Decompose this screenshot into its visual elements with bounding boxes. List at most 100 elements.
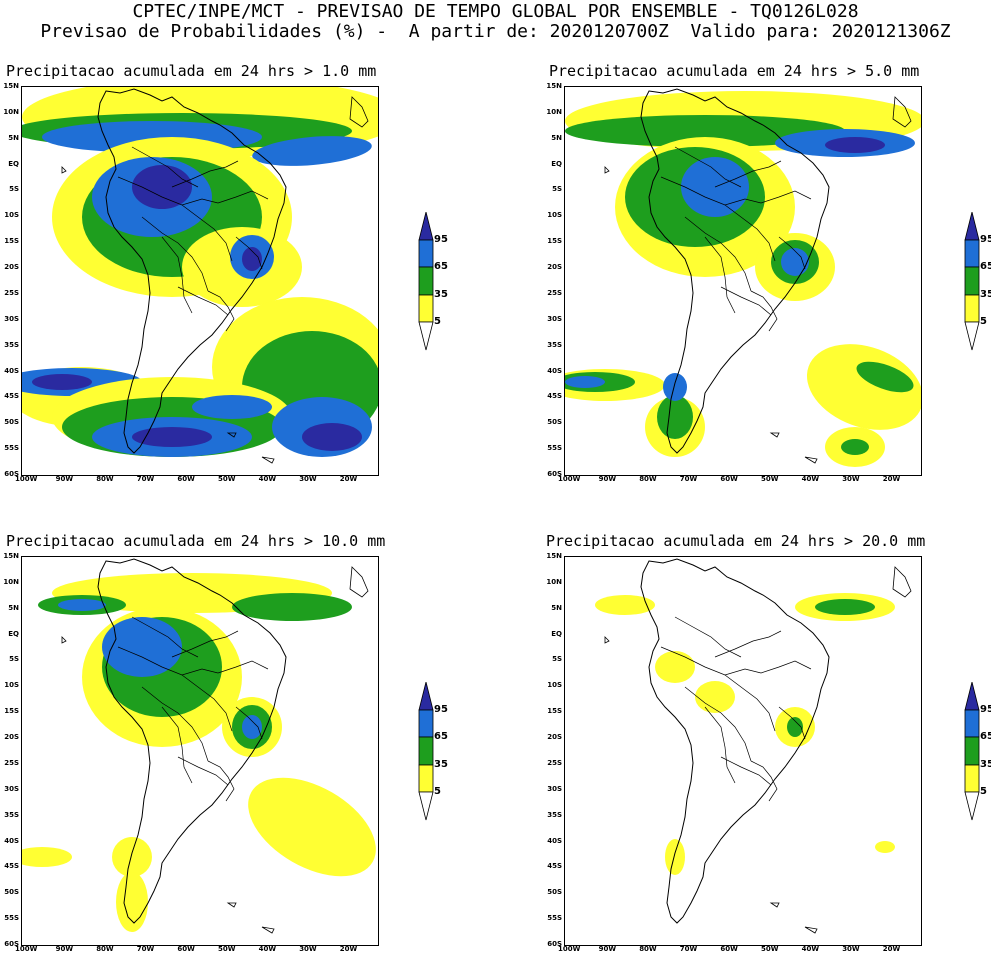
probability-contour [58,599,106,611]
lon-label: 100W [558,945,581,953]
lat-label: 50S [547,888,562,897]
country-border [674,146,742,188]
colorbar-label: 95 [980,234,991,245]
colorbar [964,212,980,351]
colorbar-label: 95 [434,234,448,245]
country-border [684,216,752,292]
lat-label: 55S [4,914,19,923]
lon-label: 30W [299,945,317,953]
country-border [141,216,209,292]
probability-contour [248,777,376,877]
lon-label: 30W [299,475,317,483]
country-border [714,630,782,658]
colorbar-label: 5 [434,786,441,797]
colorbar-label: 65 [434,261,448,272]
country-border [117,646,219,676]
lat-label: 25S [547,758,562,767]
probability-contour [841,439,869,455]
lon-label: 40W [801,475,820,483]
island-outline [892,96,912,128]
probability-contour [695,681,735,713]
lat-label: 5N [8,603,19,612]
colorbar-label: 5 [980,316,987,327]
country-border [720,756,772,786]
coastline [640,558,830,924]
colorbar-label: 35 [980,289,991,300]
country-border [720,286,772,316]
country-border [235,236,263,270]
probability-contour [302,423,362,451]
lat-label: 10N [546,107,562,116]
country-border [131,616,199,658]
lat-label: 15S [547,237,562,246]
lat-label: 5N [551,603,562,612]
probability-contour [32,374,92,390]
lat-label: 45S [547,862,562,871]
lon-label: 90W [598,475,617,483]
lat-label: 5S [9,655,19,664]
lon-label: 20W [339,475,358,483]
country-border [660,176,762,206]
lat-label: 55S [547,444,562,453]
lat-label: 15S [547,707,562,716]
panel-4-title: Precipitacao acumulada em 24 hrs > 20.0 … [546,532,926,550]
country-border [117,176,219,206]
lon-label: 30W [842,945,860,953]
lat-label: 15N [546,552,562,560]
lat-label: 20S [4,263,19,272]
colorbar-label: 35 [434,289,448,300]
lon-label: 70W [136,475,155,483]
probability-map [595,558,912,934]
country-border [750,290,778,332]
country-border [177,756,229,786]
lat-label: 25S [4,288,19,297]
country-border [207,760,235,802]
lat-label: EQ [551,159,562,168]
panel-1-map [21,86,379,476]
probability-contour [806,344,921,430]
lon-label: 40W [801,945,820,953]
lon-label: 80W [96,945,114,953]
country-border [217,660,269,674]
country-border [141,686,209,762]
country-border [778,236,806,270]
lat-label: 10N [3,107,19,116]
lon-label: 40W [258,475,277,483]
lat-label: 10S [547,681,562,690]
island-outline [769,902,780,908]
country-border [684,686,752,762]
lon-label: 60W [177,475,195,483]
colorbar-label: 65 [434,731,448,742]
lat-label: 45S [4,862,19,871]
panel-1-title: Precipitacao acumulada em 24 hrs > 1.0 m… [6,62,377,80]
lon-label: 70W [679,945,698,953]
country-border [217,190,269,204]
lat-label: 5S [552,185,562,194]
island-outline [804,926,818,934]
lat-label: 5N [8,133,19,142]
probability-contour [116,872,148,932]
lat-label: 40S [547,836,562,845]
lat-label: EQ [8,159,19,168]
panel-3-map [21,556,379,946]
probability-map [22,558,376,934]
probability-contour [22,847,72,867]
lat-label: 25S [4,758,19,767]
island-outline [604,166,610,174]
probability-contour [825,137,885,153]
lat-label: 20S [547,263,562,272]
lon-label: 50W [218,475,236,483]
lon-label: 70W [136,945,155,953]
country-border [171,160,239,188]
panel-2-title: Precipitacao acumulada em 24 hrs > 5.0 m… [549,62,920,80]
colorbar-label: 95 [980,704,991,715]
country-border [131,146,199,188]
island-outline [61,636,67,644]
country-border [750,760,778,802]
lon-label: 90W [55,945,74,953]
lon-label: 80W [639,475,657,483]
probability-contour [565,376,605,388]
lat-label: 40S [4,836,19,845]
lat-label: 35S [4,810,19,819]
lon-label: 60W [177,945,195,953]
